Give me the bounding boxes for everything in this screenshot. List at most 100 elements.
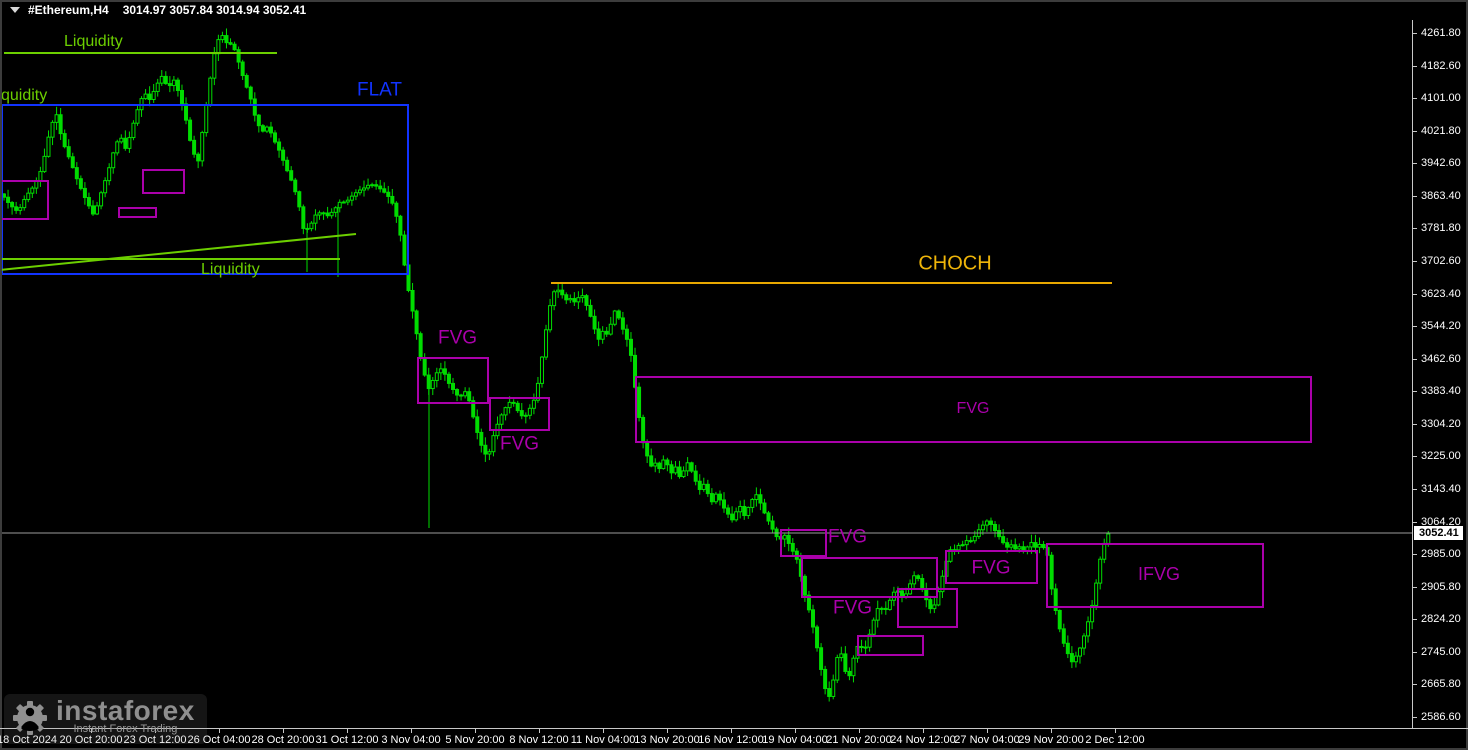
price-tick (1413, 65, 1417, 67)
chart-title-bar: #Ethereum,H4 3014.97 3057.84 3014.94 305… (0, 0, 1468, 20)
candle-body (738, 505, 743, 513)
price-tick (1413, 684, 1417, 686)
price-axis[interactable]: 3052.41 4261.80 4182.60 4101.00 4021.80 3942… (1412, 20, 1468, 728)
candle-body (600, 330, 605, 340)
candle-body (264, 126, 269, 132)
candle-body (988, 520, 993, 525)
liquidity-trendline[interactable] (2, 233, 357, 271)
candle-body (548, 305, 553, 331)
candle-body (847, 670, 852, 677)
fvg-box-2[interactable] (489, 397, 550, 431)
candle-body (309, 222, 314, 230)
time-axis-label: 18 Oct 2024 (0, 734, 57, 746)
candle-body (135, 109, 140, 124)
candle-body (151, 90, 156, 100)
fvg-box-big[interactable] (635, 376, 1312, 443)
candle-body (1033, 542, 1038, 548)
ifvg-label[interactable]: IFVG (1138, 564, 1180, 584)
fvg-label-big[interactable]: FVG (957, 400, 990, 417)
candle-body (345, 199, 350, 203)
flat-inner-box-b[interactable] (142, 169, 185, 194)
fvg-label-1[interactable]: FVG (438, 328, 477, 349)
candle-body (46, 136, 51, 157)
flat-inner-box-a[interactable] (2, 180, 49, 220)
fvg-label-2[interactable]: FVG (500, 434, 539, 455)
candle-body (576, 297, 581, 303)
chart-canvas[interactable]: Liquidity quidity FLAT Liquidity CHOCH FVG FVG… (2, 20, 1412, 728)
candle-body (285, 159, 290, 172)
candle-body (815, 626, 820, 649)
candle-body (867, 633, 872, 648)
fvg-box-5[interactable] (897, 588, 958, 628)
time-tick (667, 729, 668, 733)
price-tick (1413, 228, 1417, 230)
time-tick (91, 729, 92, 733)
fvg-label-4[interactable]: FVG (833, 598, 872, 619)
candle-body (827, 688, 832, 697)
time-axis-label: 3 Nov 04:00 (381, 734, 441, 746)
candle-body (1049, 554, 1054, 590)
time-tick (219, 729, 220, 733)
liquidity-bottom-label[interactable]: Liquidity (201, 261, 260, 278)
candle-body (442, 368, 447, 375)
candle-body (612, 310, 617, 325)
candle-body (491, 435, 496, 453)
time-tick (283, 729, 284, 733)
candle-body (1090, 604, 1095, 623)
liquidity-left-label[interactable]: quidity (2, 87, 47, 104)
candle-body (887, 599, 892, 610)
chart-dropdown-icon[interactable] (10, 7, 20, 13)
candle-body (519, 410, 524, 417)
candle-body (596, 328, 601, 340)
flat-box[interactable] (2, 104, 409, 275)
fvg-label-7[interactable]: FVG (971, 558, 1010, 579)
candle-body (819, 647, 824, 670)
candle-body (851, 657, 856, 677)
fvg-box-6[interactable] (857, 635, 924, 656)
candle-body (289, 170, 294, 181)
price-tick (1413, 163, 1417, 165)
candle-body (669, 464, 674, 474)
time-tick (923, 729, 924, 733)
time-tick (539, 729, 540, 733)
flat-label[interactable]: FLAT (357, 80, 402, 101)
candle-body (1053, 588, 1058, 612)
time-axis[interactable]: 18 Oct 2024 20 Oct 20:00 23 Oct 12:00 26 Oc… (0, 728, 1468, 750)
price-tick (1413, 716, 1417, 718)
fvg-box-7[interactable] (945, 550, 1038, 584)
price-axis-label: 4261.80 (1421, 27, 1461, 39)
candle-body (879, 607, 884, 610)
candle-body (637, 386, 642, 418)
candle-body (111, 152, 116, 169)
candle-body (208, 77, 213, 106)
candle-body (317, 212, 322, 216)
candle-body (14, 206, 19, 211)
choch-label[interactable]: CHOCH (918, 252, 991, 274)
time-axis-label: 5 Nov 20:00 (445, 734, 505, 746)
candle-body (297, 191, 302, 208)
candle-body (240, 61, 245, 77)
time-axis-label: 16 Nov 12:00 (698, 734, 764, 746)
candle-body (212, 53, 217, 79)
candle-body (802, 575, 807, 596)
fvg-box-4[interactable] (801, 557, 938, 598)
candle-body (511, 401, 516, 404)
price-tick (1413, 260, 1417, 262)
candle-body (6, 196, 11, 203)
ifvg-box[interactable] (1046, 543, 1264, 608)
candle-body (835, 657, 840, 681)
fvg-box-1[interactable] (417, 357, 489, 404)
price-axis-label: 3462.60 (1421, 352, 1461, 365)
candle-body (653, 462, 658, 467)
price-tick (1413, 130, 1417, 132)
candle-body (78, 178, 83, 189)
fvg-box-3[interactable] (780, 529, 827, 557)
fvg-label-3[interactable]: FVG (828, 527, 867, 548)
time-tick (603, 729, 604, 733)
candle-body (956, 544, 961, 551)
candle-body (734, 511, 739, 521)
candle-body (843, 653, 848, 672)
liquidity-top-label[interactable]: Liquidity (64, 33, 123, 50)
flat-inner-box-c[interactable] (118, 207, 157, 218)
